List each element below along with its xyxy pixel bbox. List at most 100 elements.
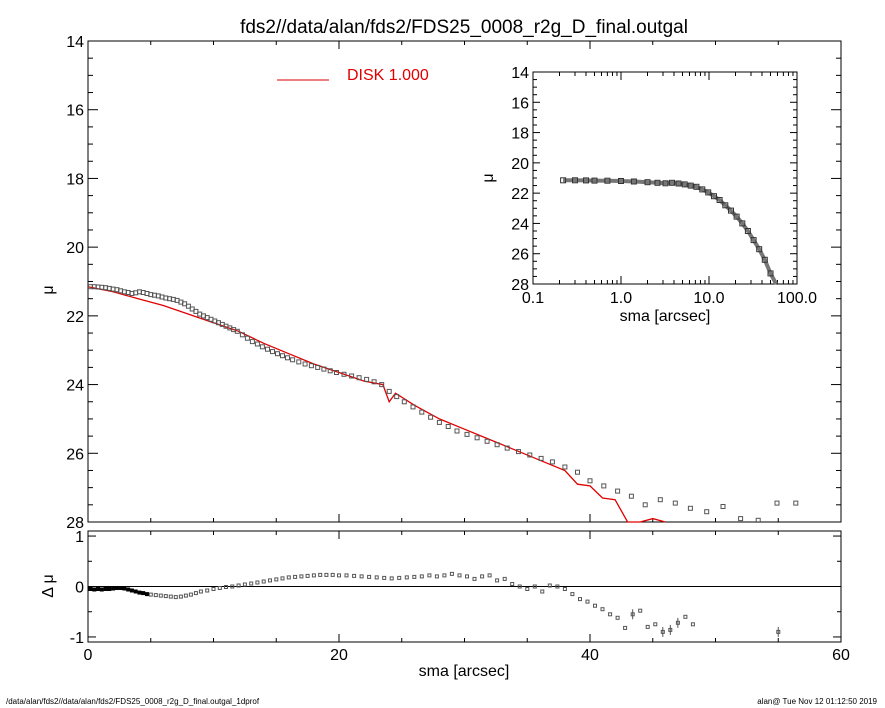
- residual-point: [555, 584, 560, 589]
- residual-point: [99, 587, 104, 592]
- residual-point: [311, 573, 316, 578]
- data-point: [538, 455, 544, 461]
- data-point: [270, 349, 275, 355]
- data-point: [349, 373, 355, 379]
- residual-point: [660, 629, 665, 634]
- residual-point: [675, 620, 680, 625]
- residual-point: [442, 573, 447, 578]
- data-point: [419, 409, 425, 415]
- main-model-line: [87, 286, 666, 523]
- residual-point: [122, 586, 127, 591]
- inset-data-point: [744, 228, 751, 234]
- residual-point: [540, 589, 545, 594]
- residual-point: [344, 573, 349, 578]
- inset-x-tick-label: 0.1: [522, 290, 544, 307]
- residual-x-axis-label: sma [arcsec]: [419, 663, 510, 680]
- main-y-tick-label: 26: [66, 446, 84, 463]
- data-point: [285, 355, 290, 361]
- residual-point: [193, 591, 198, 596]
- residual-point: [205, 588, 210, 593]
- residual-x-tick-label: 0: [84, 647, 93, 664]
- data-point: [290, 357, 296, 363]
- inset-data-point: [722, 202, 729, 209]
- data-point: [275, 351, 280, 357]
- inset-y-tick-label: 20: [511, 156, 529, 173]
- data-point: [428, 414, 434, 420]
- residual-point: [158, 593, 163, 598]
- data-point: [504, 445, 510, 451]
- data-point: [371, 379, 377, 385]
- inset-y-tick-label: 26: [511, 247, 529, 264]
- residual-point: [367, 574, 372, 579]
- residual-point: [236, 583, 241, 588]
- residual-point: [570, 592, 575, 597]
- data-point: [239, 332, 245, 338]
- main-y-ticks: 14 16 18 20 22 24 26 28: [66, 34, 841, 532]
- main-y-tick-label: 28: [66, 515, 84, 532]
- residual-point: [525, 587, 530, 591]
- main-x-ticks: [87, 41, 842, 522]
- inset-data-point: [669, 179, 675, 186]
- inset-y-ticks: 14 16 18 20 22 24 26 28: [511, 65, 797, 294]
- inset-data-point: [644, 179, 651, 186]
- data-point: [642, 502, 648, 508]
- residual-point: [480, 574, 485, 579]
- data-point: [601, 483, 607, 489]
- inset-x-ticks: 0.1 1.0 10.0 100.0: [522, 72, 817, 307]
- data-point: [386, 388, 392, 394]
- data-point: [401, 399, 407, 405]
- data-point: [774, 500, 780, 506]
- residual-point: [389, 576, 394, 581]
- inset-profile-band: [563, 178, 778, 285]
- main-panel: 14 16 18 20 22 24 26 28 μ DISK 1.000: [40, 34, 842, 532]
- data-point: [445, 424, 451, 429]
- data-point: [587, 478, 593, 484]
- inset-data-point: [572, 177, 578, 184]
- data-point: [687, 505, 693, 511]
- data-point: [280, 353, 285, 359]
- residual-point: [330, 572, 335, 577]
- residual-point: [495, 578, 500, 583]
- residual-point: [457, 573, 462, 578]
- residual-point: [217, 586, 222, 590]
- inset-data-point: [604, 177, 611, 184]
- residual-point: [585, 599, 590, 604]
- inset-data-point: [705, 189, 712, 196]
- data-point: [436, 419, 442, 425]
- residual-point: [465, 574, 469, 579]
- data-point: [254, 341, 260, 347]
- main-y-axis-label: μ: [40, 285, 57, 294]
- residual-point: [274, 577, 279, 582]
- residual-point: [419, 574, 424, 579]
- residual-point: [255, 580, 260, 585]
- residual-point: [397, 575, 402, 580]
- data-point: [484, 438, 490, 444]
- inset-x-axis-label: sma [arcsec]: [620, 308, 711, 325]
- data-point: [720, 504, 726, 509]
- residual-point: [510, 582, 515, 586]
- residual-point: [114, 586, 119, 590]
- residual-point: [318, 572, 323, 577]
- data-point: [315, 364, 321, 370]
- data-point: [244, 335, 250, 341]
- data-point: [356, 375, 362, 381]
- data-point: [379, 382, 385, 388]
- data-point: [193, 308, 199, 314]
- main-y-tick-label: 20: [66, 240, 84, 257]
- data-point: [265, 346, 270, 352]
- inset-data-point: [675, 180, 682, 187]
- data-point: [302, 361, 308, 367]
- data-point: [341, 371, 347, 377]
- residual-point: [593, 603, 597, 608]
- residual-point: [374, 575, 379, 580]
- data-point: [394, 394, 400, 400]
- inset-y-tick-label: 16: [511, 95, 529, 112]
- data-point: [296, 359, 302, 365]
- residual-point: [126, 587, 131, 592]
- data-point: [454, 428, 460, 434]
- residual-point: [111, 586, 116, 591]
- data-point: [562, 464, 568, 470]
- data-point: [234, 328, 240, 334]
- residual-point: [249, 581, 254, 586]
- inset-x-tick-label: 1.0: [610, 290, 632, 307]
